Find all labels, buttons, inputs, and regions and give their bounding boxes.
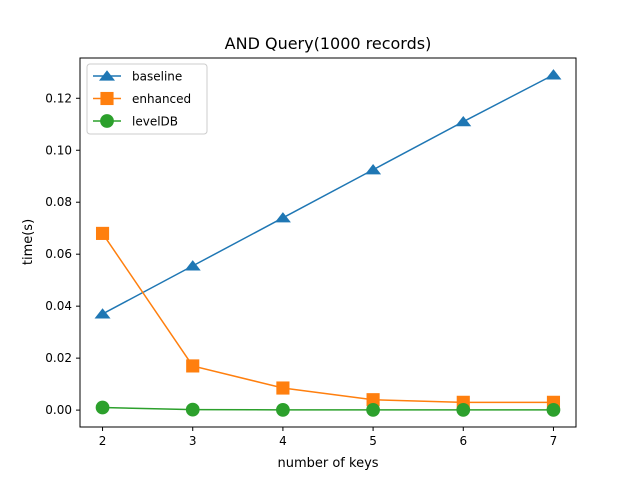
y-tick-label: 0.06 <box>45 247 72 261</box>
data-point-levelDB-3 <box>185 402 200 417</box>
y-axis: 0.00 0.02 0.04 0.06 0.08 0.10 0.12 <box>45 91 80 417</box>
legend: baseline enhanced levelDB <box>86 63 208 135</box>
plot-frame <box>79 57 577 428</box>
data-point-levelDB-4 <box>276 402 290 417</box>
data-point-enhanced-4 <box>276 381 290 395</box>
y-tick-label: 0.10 <box>45 143 72 157</box>
x-tick-label: 4 <box>279 434 287 448</box>
y-tick-label: 0.04 <box>45 299 72 313</box>
data-point-levelDB-2 <box>95 400 110 415</box>
x-axis: 2 3 4 5 6 7 <box>99 427 558 448</box>
data-point-baseline-4 <box>274 212 291 223</box>
x-tick-label: 2 <box>99 434 107 448</box>
legend-marker-levelDB <box>100 114 114 128</box>
y-tick-label: 0.08 <box>45 195 72 209</box>
x-tick-label: 5 <box>369 434 377 448</box>
data-point-levelDB-7 <box>546 402 561 417</box>
series-line-baseline <box>102 74 554 315</box>
data-point-baseline-7 <box>545 69 562 80</box>
y-axis-label: time(s) <box>21 219 36 265</box>
legend-label-levelDB: levelDB <box>132 115 178 129</box>
x-tick-label: 3 <box>189 434 197 448</box>
legend-label-baseline: baseline <box>132 70 182 84</box>
data-point-baseline-2 <box>94 308 111 319</box>
chart-title: AND Query(1000 records) <box>225 34 432 53</box>
data-point-levelDB-5 <box>366 402 380 417</box>
data-point-baseline-5 <box>365 164 382 175</box>
legend-marker-enhanced <box>100 91 114 106</box>
data-point-baseline-6 <box>455 115 472 127</box>
series-line-enhanced <box>101 232 554 404</box>
data-point-enhanced-5 <box>366 393 380 407</box>
x-tick-label: 6 <box>459 434 467 448</box>
data-point-baseline-3 <box>184 260 201 271</box>
data-point-enhanced-3 <box>186 359 200 373</box>
legend-label-enhanced: enhanced <box>132 92 191 106</box>
y-tick-label: 0.12 <box>45 91 72 105</box>
y-tick-label: 0.02 <box>45 351 72 365</box>
plot-area <box>94 69 562 417</box>
data-point-levelDB-6 <box>456 402 471 417</box>
legend-marker-baseline <box>99 70 115 81</box>
data-point-enhanced-2 <box>95 226 110 240</box>
x-tick-label: 7 <box>550 434 558 448</box>
y-tick-label: 0.00 <box>45 403 72 417</box>
legend-box <box>86 63 208 135</box>
series-line-levelDB <box>102 406 554 411</box>
x-axis-label: number of keys <box>277 456 378 471</box>
